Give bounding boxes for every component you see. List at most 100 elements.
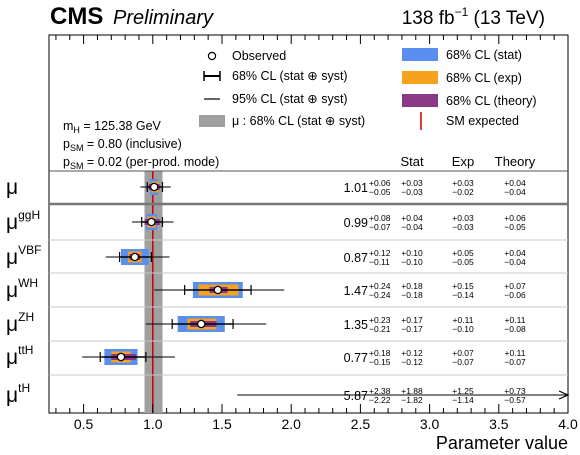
legend-theory-swatch <box>402 94 438 107</box>
row-label: μtH <box>6 381 30 407</box>
value-text: 0.99 <box>344 216 368 230</box>
stat-down: −0.12 <box>401 357 423 367</box>
exp-up: +0.05 <box>452 248 474 258</box>
theory-down: −0.04 <box>504 187 526 197</box>
overflow-arrow <box>558 390 570 400</box>
value-down: −0.11 <box>369 257 390 267</box>
x-tick-label: 4.0 <box>558 416 578 432</box>
x-tick-label: 1.0 <box>143 416 163 432</box>
legend-exp-label: 68% CL (exp) <box>446 71 522 85</box>
stat-up: +0.18 <box>401 281 423 291</box>
value-down: −2.22 <box>369 395 391 405</box>
value-text: 1.35 <box>344 318 368 332</box>
stat-down: −0.17 <box>401 324 423 334</box>
lumi-value: 138 fb <box>402 8 455 29</box>
theory-down: −0.57 <box>504 395 526 405</box>
exp-down: −0.14 <box>452 290 474 300</box>
exp-up: +0.07 <box>452 348 474 358</box>
lumi-exp: −1 <box>455 5 469 19</box>
inclusive-band-layer <box>144 171 163 413</box>
stat-down: −0.04 <box>401 222 423 232</box>
col-header-theory: Theory <box>495 154 536 169</box>
theory-up: +0.73 <box>504 386 526 396</box>
row-label: μZH <box>6 310 34 336</box>
legend: Observed 68% CL (stat ⊕ syst) 95% CL (st… <box>199 48 537 130</box>
theory-down: −0.07 <box>504 357 526 367</box>
stat-up: +0.10 <box>401 248 423 258</box>
observed-marker <box>149 182 159 192</box>
x-axis-label: Parameter value <box>436 433 568 453</box>
value-up: +0.06 <box>369 178 391 188</box>
exp-up: +0.15 <box>452 281 474 291</box>
status-label: Preliminary <box>113 7 214 29</box>
stat-down: −0.18 <box>401 290 423 300</box>
value-down: −0.05 <box>369 187 391 197</box>
theory-down: −0.08 <box>504 324 526 334</box>
exp-up: +0.11 <box>453 315 474 325</box>
theory-up: +0.04 <box>504 248 526 258</box>
col-header-stat: Stat <box>400 154 424 169</box>
exp-up: +1.25 <box>452 386 474 396</box>
row-ggH: μggH 0.99 +0.08−0.07 +0.04−0.04 +0.03−0.03 +0… <box>6 208 526 234</box>
row-label: μggH <box>6 208 40 234</box>
exp-down: −0.03 <box>452 222 474 232</box>
stat-up: +0.12 <box>401 348 423 358</box>
p-per-production: pSM = 0.02 (per-prod. mode) <box>63 155 219 171</box>
legend-observed-marker <box>207 51 217 61</box>
x-tick-label: 3.0 <box>420 416 440 432</box>
value-text: 0.77 <box>344 351 368 365</box>
lumi-label: 138 fb−1 (13 TeV) <box>402 5 545 29</box>
stat-down: −0.10 <box>401 257 423 267</box>
row-label: μWH <box>6 276 38 302</box>
stat-down: −1.82 <box>401 395 423 405</box>
value-down: −0.24 <box>369 290 391 300</box>
theory-up: +0.11 <box>505 348 526 358</box>
row-ttH: μttH 0.77 +0.18−0.15 +0.12−0.12 +0.07 −0.07+0… <box>6 343 526 369</box>
value-text: 1.47 <box>344 284 368 298</box>
stat-down: −0.03 <box>401 187 423 197</box>
theory-up: +0.04 <box>504 178 526 188</box>
value-up: +0.18 <box>369 348 391 358</box>
exp-down: −0.02 <box>452 187 474 197</box>
row-separators <box>49 170 568 376</box>
value-down: −0.15 <box>369 357 391 367</box>
plot-frame <box>48 34 569 414</box>
row-label: μttH <box>6 343 33 369</box>
observed-marker <box>213 285 223 295</box>
observed-marker <box>116 352 126 362</box>
stat-up: +0.03 <box>401 178 423 188</box>
legend-band-label: μ : 68% CL (stat ⊕ syst) <box>232 114 365 128</box>
legend-stat-label: 68% CL (stat) <box>446 48 522 62</box>
stat-up: +0.17 <box>401 315 423 325</box>
higgs-mass: mH = 125.38 GeV <box>63 119 162 135</box>
value-down: −0.21 <box>369 324 391 334</box>
stat-up: +0.04 <box>401 213 423 223</box>
value-text: 1.01 <box>344 181 368 195</box>
legend-theory-label: 68% CL (theory) <box>446 94 537 108</box>
theory-down: −0.06 <box>504 290 526 300</box>
value-up: +0.24 <box>369 281 391 291</box>
value-down: −0.07 <box>369 222 391 232</box>
exp-up: +0.03 <box>452 178 474 188</box>
theory-up: +0.11 <box>505 315 526 325</box>
theory-up: +0.06 <box>504 213 526 223</box>
row-label: μVBF <box>6 243 41 269</box>
legend-observed-label: Observed <box>232 49 286 63</box>
theory-up: +0.07 <box>504 281 526 291</box>
x-tick-label: 3.5 <box>489 416 509 432</box>
row-VBF: μVBF 0.87 +0.12−0.11 +0.10−0.10 +0.05−0.05 +0… <box>6 243 526 269</box>
p-inclusive: pSM = 0.80 (inclusive) <box>63 137 182 153</box>
observed-marker <box>130 252 140 262</box>
value-up: +2.38 <box>369 386 391 396</box>
legend-exp-swatch <box>402 71 438 84</box>
value-text: 0.87 <box>344 251 368 265</box>
observed-marker <box>147 217 156 227</box>
info-block: mH = 125.38 GeV pSM = 0.80 (inclusive) p… <box>63 119 219 171</box>
stat-up: +1.88 <box>401 386 423 396</box>
value-up: +0.08 <box>369 213 391 223</box>
lumi-energy: (13 TeV) <box>474 8 545 29</box>
legend-stat-swatch <box>402 48 438 61</box>
legend-band-swatch <box>199 115 225 127</box>
